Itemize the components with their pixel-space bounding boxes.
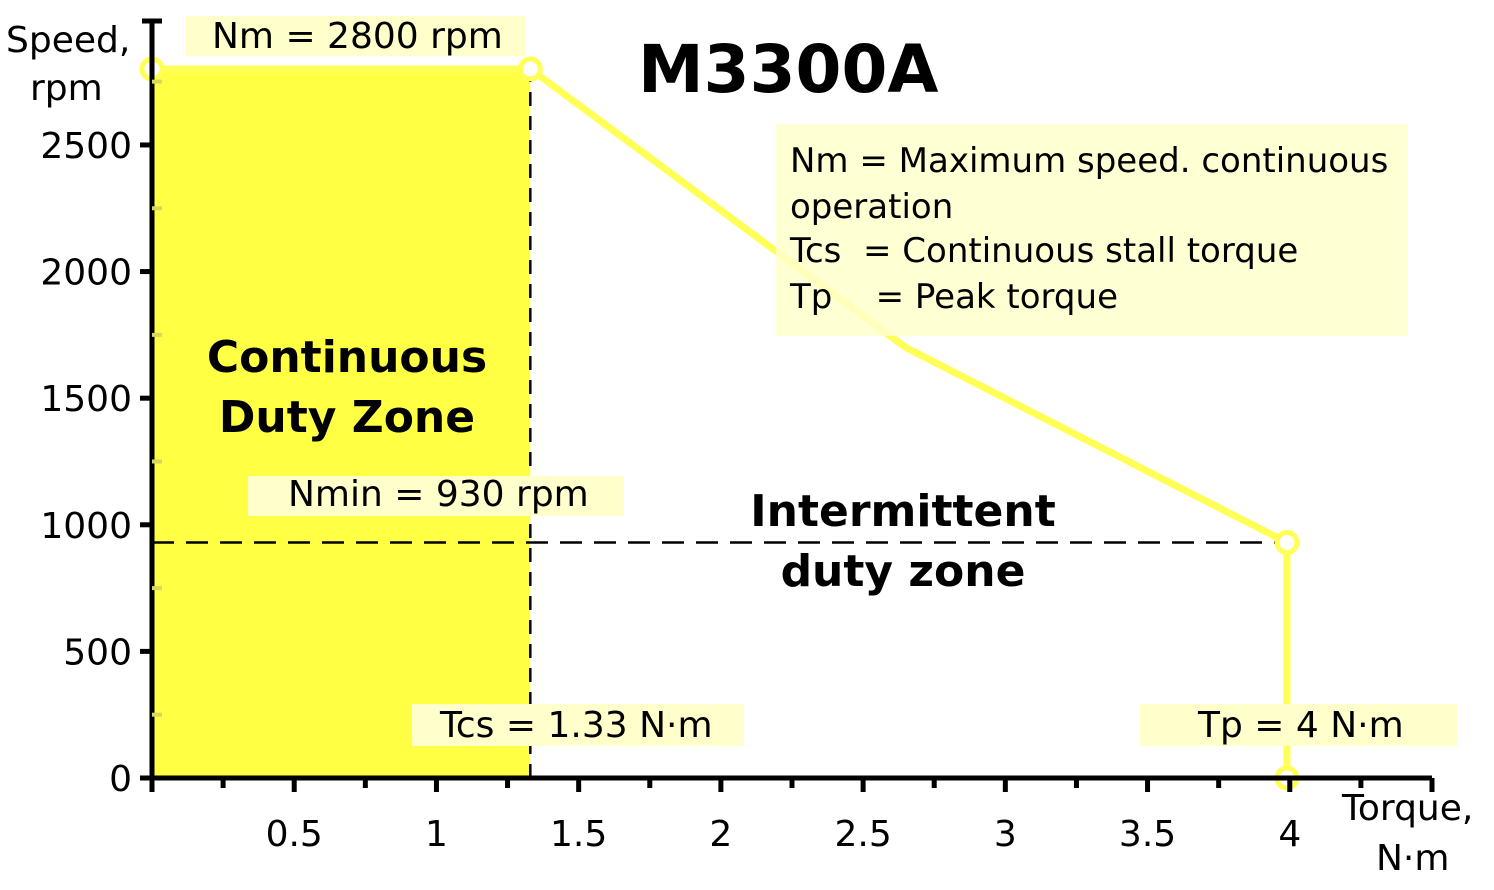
tcs-annotation-box — [412, 704, 744, 746]
legend-box — [776, 124, 1408, 336]
x-tick-label-0: 0.5 — [266, 814, 323, 855]
legend-line-2: operation — [790, 187, 953, 227]
tp-annotation: Tp = 4 N·m — [1197, 705, 1404, 746]
legend-line-1: Nm = Maximum speed. continuous — [790, 141, 1388, 181]
x-axis-ticks: 0.5 1 1.5 2 2.5 3 3.5 4 — [149, 778, 1435, 855]
x-tick-label-7: 4 — [1278, 814, 1301, 855]
curve-marker-1 — [517, 56, 543, 82]
y-tick-label-5: 2500 — [40, 126, 132, 167]
nmin-annotation: Nmin = 930 rpm — [288, 474, 589, 515]
y-tick-label-0: 0 — [109, 759, 132, 800]
legend-line-4: Tp = Peak torque — [789, 277, 1118, 317]
x-tick-label-6: 3.5 — [1119, 814, 1176, 855]
nmin-annotation-box — [248, 476, 624, 516]
x-tick-label-3: 2 — [709, 814, 732, 855]
continuous-duty-zone — [152, 69, 531, 778]
legend-line-3: Tcs = Continuous stall torque — [789, 231, 1298, 271]
y-tick-label-2: 1000 — [40, 506, 132, 547]
y-tick-label-3: 1500 — [40, 379, 132, 420]
curve-marker-2 — [1274, 530, 1300, 556]
continuous-zone-label-line-2: Duty Zone — [219, 392, 475, 443]
x-tick-label-4: 2.5 — [834, 814, 891, 855]
x-axis-label-line-2: N·m — [1376, 838, 1449, 879]
y-axis-label-line-1: Speed, — [6, 20, 130, 61]
tp-annotation-box — [1140, 704, 1458, 746]
x-tick-label-1: 1 — [425, 814, 448, 855]
intermittent-zone-label-line-1: Intermittent — [750, 486, 1055, 537]
x-axis-label-line-1: Torque, — [1341, 788, 1473, 829]
y-axis-ticks: 0 500 1000 1500 2000 2500 — [40, 79, 162, 800]
tcs-annotation: Tcs = 1.33 N·m — [439, 705, 713, 746]
chart-title: M3300A — [638, 31, 938, 108]
nm-annotation: Nm = 2800 rpm — [212, 16, 503, 57]
y-axis-label-line-2: rpm — [30, 68, 103, 109]
speed-torque-curve — [152, 65, 1291, 778]
x-tick-label-2: 1.5 — [550, 814, 607, 855]
x-tick-label-5: 3 — [994, 814, 1017, 855]
intermittent-zone-label-line-2: duty zone — [781, 546, 1026, 597]
y-tick-label-4: 2000 — [40, 253, 132, 294]
nm-annotation-box — [186, 16, 526, 56]
y-tick-label-1: 500 — [63, 632, 132, 673]
continuous-zone-label-line-1: Continuous — [207, 332, 487, 383]
